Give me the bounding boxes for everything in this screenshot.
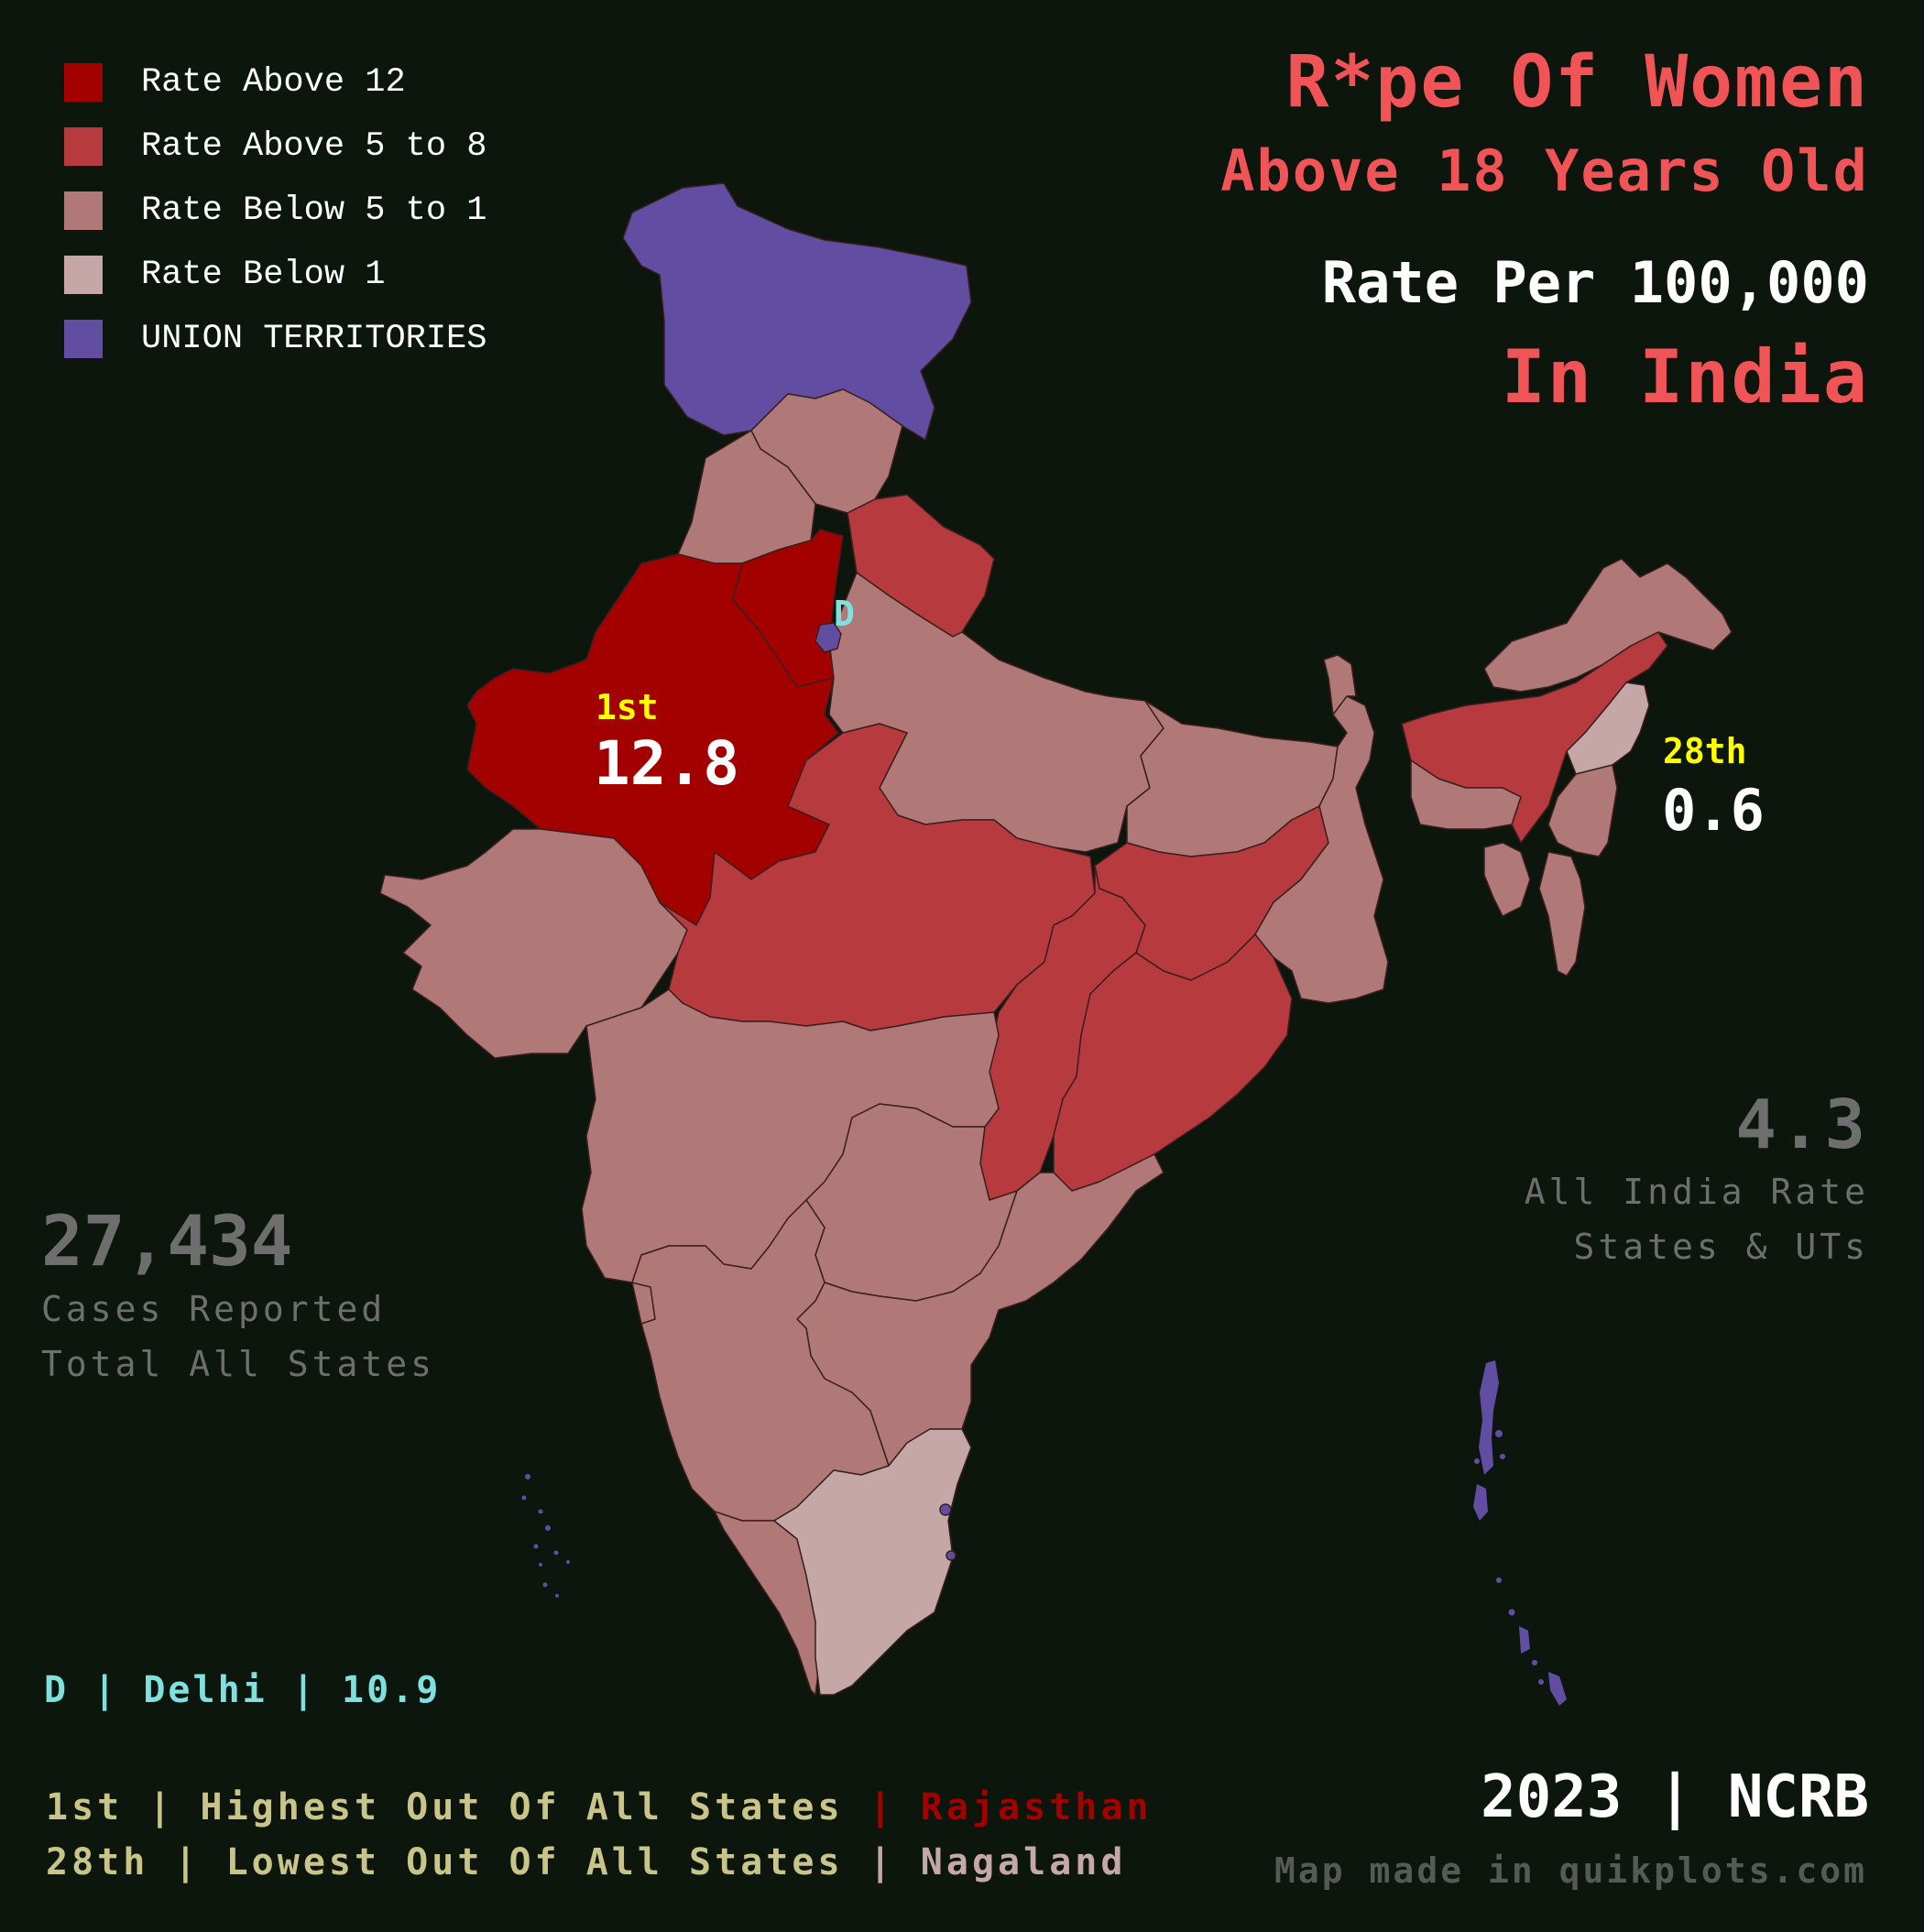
footer-highest: 1st | Highest Out Of All States | Rajast… — [46, 1786, 1153, 1828]
legend-swatch — [64, 127, 103, 166]
legend-label: Rate Above 12 — [141, 63, 406, 102]
legend-swatch — [64, 320, 103, 358]
title-line-3: Rate Per 100,000 — [1321, 249, 1869, 316]
delhi-note: D | Delhi | 10.9 — [44, 1669, 442, 1711]
cases-reported: 27,434 Cases Reported Total All States — [41, 1200, 435, 1392]
footer-lowest: 28th | Lowest Out Of All States | Nagala… — [46, 1841, 1126, 1883]
legend: Rate Above 12 Rate Above 5 to 8 Rate Bel… — [64, 50, 486, 371]
region-lakshadweep — [521, 1474, 570, 1598]
region-manipur — [1547, 764, 1618, 857]
legend-label: Rate Below 1 — [141, 256, 386, 294]
region-sikkim — [1323, 654, 1357, 715]
credit: Map made in quikplots.com — [1274, 1850, 1867, 1891]
region-andaman-nicobar — [1473, 1360, 1567, 1706]
source: 2023 | NCRB — [1481, 1763, 1869, 1831]
region-jammu-kashmir-ladakh — [622, 182, 972, 441]
footer-lowest-text: 28th | Lowest Out Of All States — [46, 1841, 844, 1883]
footer-highest-text: 1st | Highest Out Of All States — [46, 1786, 844, 1828]
region-meghalaya — [1410, 759, 1522, 830]
cases-value: 27,434 — [41, 1200, 293, 1282]
footer-highest-state: Rajasthan — [920, 1786, 1153, 1828]
region-odisha — [1053, 933, 1293, 1192]
region-goa — [631, 1282, 656, 1325]
region-delhi — [814, 622, 842, 653]
title-line-1: R*pe Of Women — [1285, 41, 1869, 124]
all-india-rate-value: 4.3 — [1735, 1086, 1869, 1164]
legend-item-rate-1-to-5: Rate Below 5 to 1 — [64, 179, 486, 243]
title-line-4: In India — [1501, 334, 1869, 420]
legend-label: UNION TERRITORIES — [141, 320, 487, 358]
footer-lowest-sep: | — [843, 1841, 921, 1883]
highest-rank: 1st — [596, 687, 659, 727]
highest-value: 12.8 — [594, 728, 739, 799]
all-india-rate: 4.3 All India Rate States & UTs — [1525, 1086, 1869, 1274]
legend-swatch — [64, 63, 103, 102]
lowest-rank: 28th — [1663, 731, 1747, 771]
region-nagaland — [1566, 682, 1650, 775]
title-line-2: Above 18 Years Old — [1220, 137, 1869, 204]
footer-lowest-state: Nagaland — [920, 1841, 1127, 1883]
region-mizoram — [1538, 851, 1586, 977]
region-arunachal-pradesh — [1483, 558, 1733, 693]
cases-label-1: Cases Reported — [41, 1289, 387, 1329]
legend-item-rate-above-12: Rate Above 12 — [64, 50, 486, 115]
region-tripura — [1483, 842, 1531, 917]
cases-label-2: Total All States — [41, 1344, 436, 1384]
legend-item-union-territories: UNION TERRITORIES — [64, 307, 486, 371]
all-india-rate-label-2: States & UTs — [1573, 1227, 1869, 1267]
legend-item-rate-5-to-8: Rate Above 5 to 8 — [64, 115, 486, 179]
delhi-marker: D — [834, 594, 855, 634]
legend-item-rate-below-1: Rate Below 1 — [64, 243, 486, 307]
legend-swatch — [64, 191, 103, 230]
lowest-value: 0.6 — [1662, 777, 1765, 844]
region-puducherry-karaikal — [946, 1550, 957, 1561]
legend-label: Rate Above 5 to 8 — [141, 127, 487, 166]
region-tamil-nadu — [773, 1428, 972, 1696]
footer-highest-sep: | — [843, 1786, 921, 1828]
legend-swatch — [64, 256, 103, 294]
all-india-rate-label-1: All India Rate — [1524, 1172, 1869, 1212]
region-puducherry — [939, 1503, 952, 1516]
region-karnataka — [631, 1199, 890, 1522]
legend-label: Rate Below 5 to 1 — [141, 191, 487, 230]
